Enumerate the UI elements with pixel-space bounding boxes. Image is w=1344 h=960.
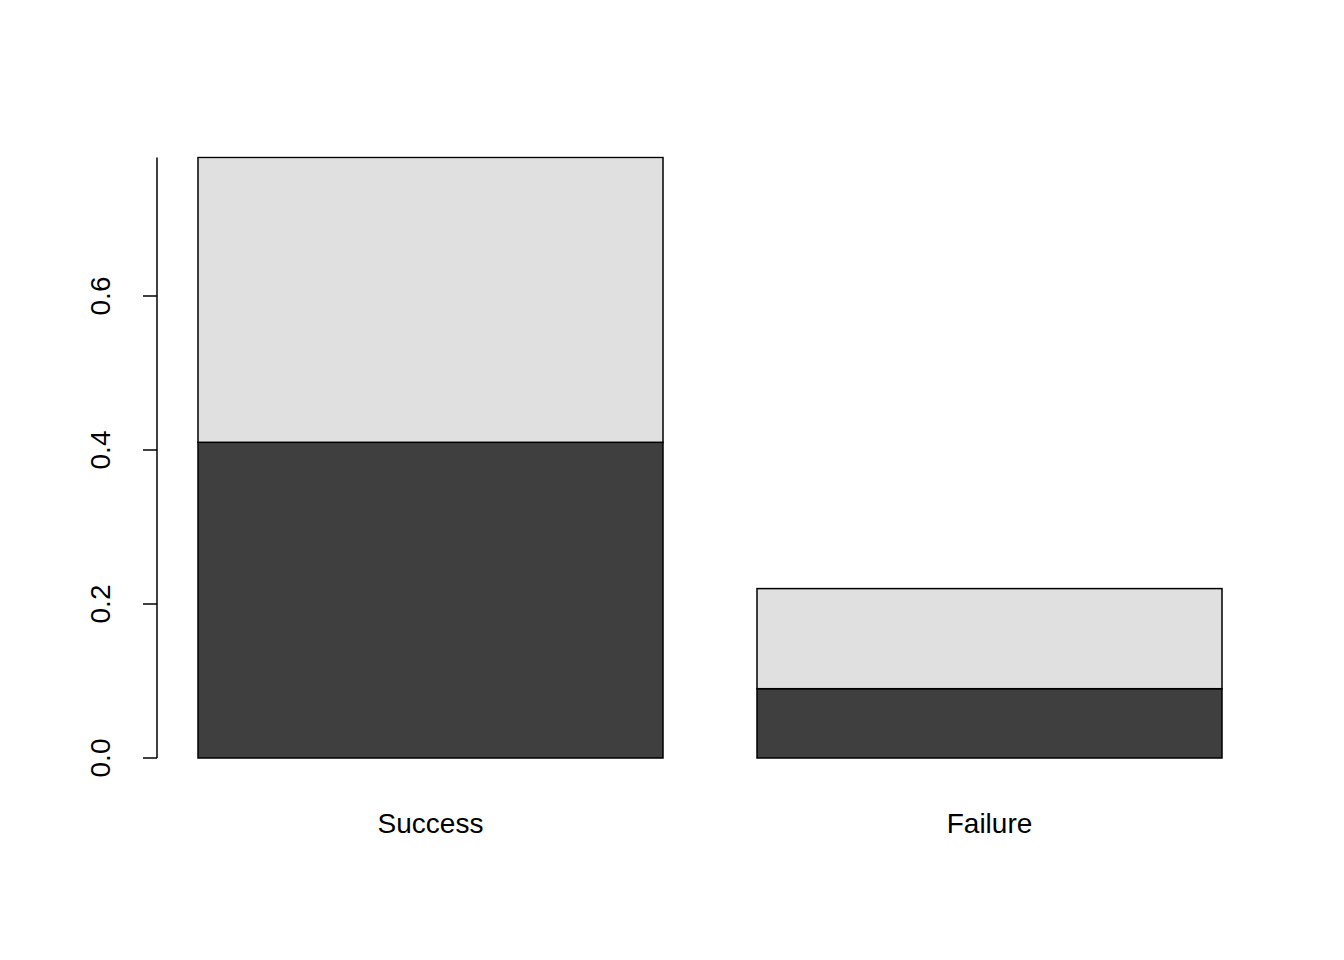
category-label: Success [378, 808, 484, 839]
category-label: Failure [947, 808, 1033, 839]
y-tick [143, 295, 157, 297]
y-tick [143, 603, 157, 605]
y-tick-label: 0.6 [85, 277, 116, 316]
y-tick-label: 0.4 [85, 431, 116, 470]
y-tick [143, 449, 157, 451]
bars [198, 157, 1222, 758]
y-tick-label: 0.0 [85, 739, 116, 778]
chart: 0.0 0.2 0.4 0.6 Success Failure [0, 0, 1344, 960]
bar-segment [198, 157, 663, 442]
bar-segment [757, 589, 1222, 689]
y-tick-label: 0.2 [85, 585, 116, 624]
bar-segment [757, 689, 1222, 758]
y-tick [143, 757, 157, 759]
bar-segment [198, 442, 663, 758]
y-axis-line [156, 157, 158, 758]
y-axis: 0.0 0.2 0.4 0.6 [85, 157, 157, 777]
